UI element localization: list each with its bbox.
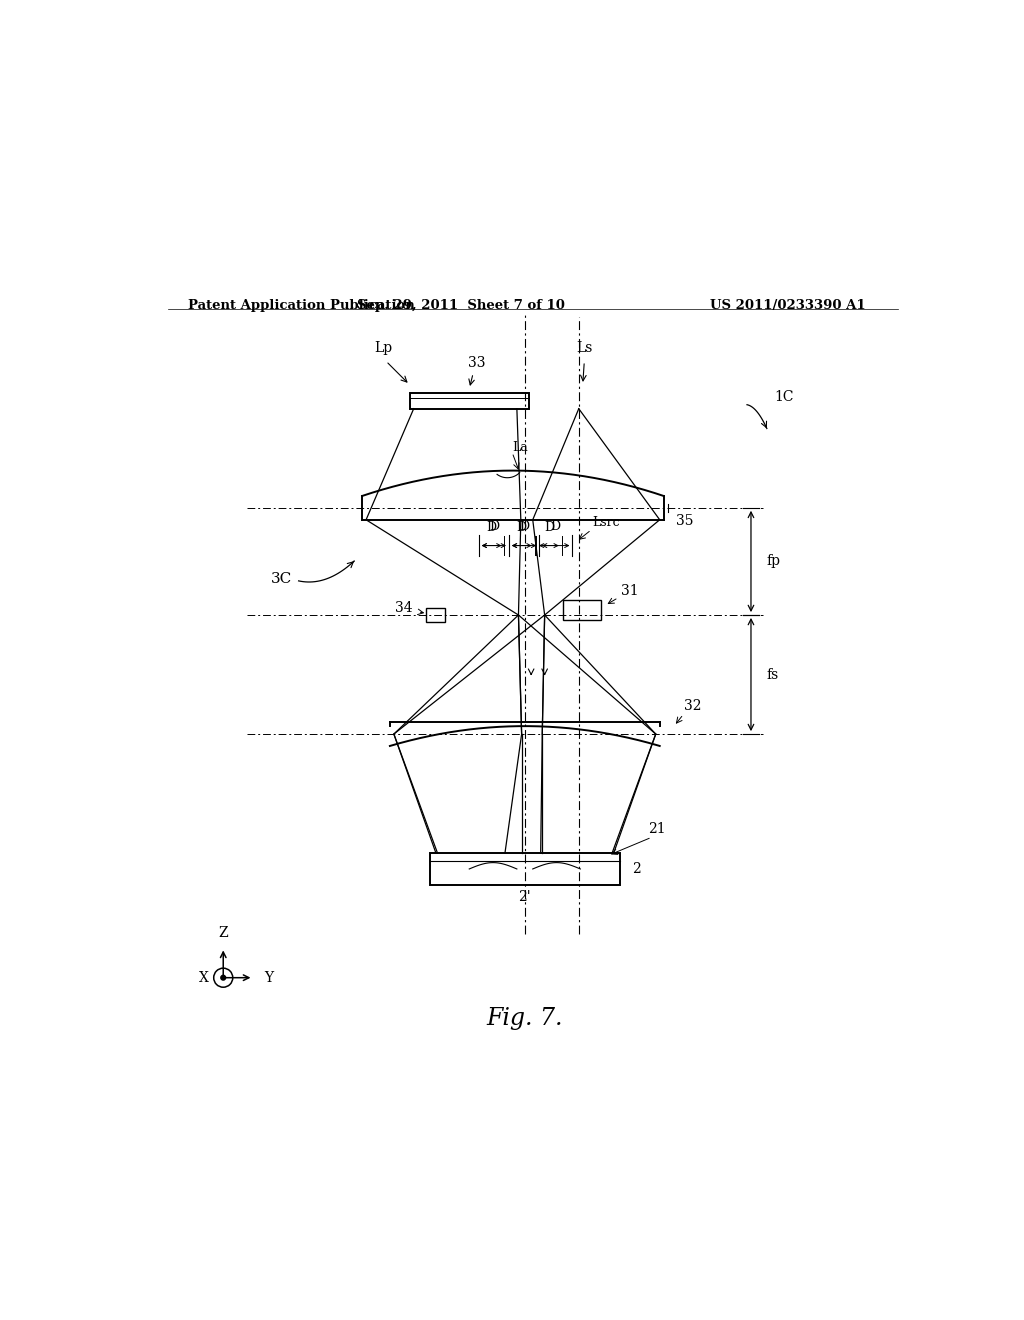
Text: 2': 2' [518, 890, 531, 904]
Circle shape [214, 968, 232, 987]
Bar [430, 853, 621, 884]
Text: Sep. 29, 2011  Sheet 7 of 10: Sep. 29, 2011 Sheet 7 of 10 [357, 300, 565, 312]
Text: 21: 21 [648, 822, 666, 837]
Bar [410, 393, 528, 409]
Text: D: D [488, 520, 499, 533]
Text: 34: 34 [395, 601, 413, 615]
Bar [563, 599, 601, 620]
Text: X: X [199, 970, 209, 985]
Text: Z: Z [218, 925, 228, 940]
Text: 2: 2 [632, 862, 641, 876]
Text: Patent Application Publication: Patent Application Publication [187, 300, 415, 312]
Text: fs: fs [767, 668, 779, 681]
Text: D: D [544, 521, 554, 535]
Text: fp: fp [767, 554, 781, 569]
Text: 1C: 1C [775, 389, 795, 404]
Text: 35: 35 [676, 515, 693, 528]
Text: D: D [551, 520, 561, 533]
Text: D: D [519, 520, 529, 533]
Text: 3C: 3C [270, 573, 292, 586]
Text: D: D [486, 521, 497, 535]
Bar [426, 609, 445, 622]
Text: Fig. 7.: Fig. 7. [486, 1007, 563, 1030]
Text: D: D [517, 521, 526, 535]
Text: La: La [512, 441, 527, 454]
Circle shape [221, 975, 225, 979]
Text: US 2011/0233390 A1: US 2011/0233390 A1 [711, 300, 866, 312]
Text: Ls: Ls [577, 341, 593, 355]
Text: Lp: Lp [374, 341, 392, 355]
Text: 31: 31 [621, 585, 638, 598]
Text: Y: Y [264, 970, 272, 985]
Text: Lsrc: Lsrc [592, 516, 620, 529]
Text: 33: 33 [468, 356, 486, 371]
Text: 32: 32 [684, 700, 701, 713]
